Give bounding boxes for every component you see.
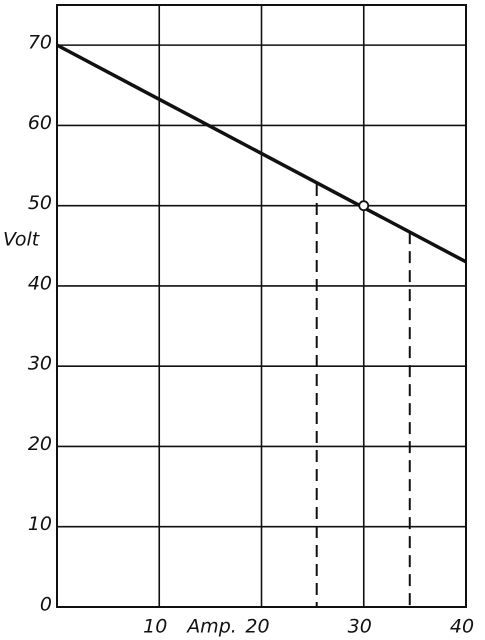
x-tick-label: 40 [450, 616, 474, 638]
y-tick-label: 20 [28, 433, 52, 455]
y-tick-label: 10 [28, 513, 52, 535]
y-tick-label: 60 [28, 112, 52, 134]
x-tick-label: 10 [143, 616, 167, 638]
y-axis-label: Volt [3, 229, 41, 251]
y-tick-label: 70 [28, 32, 52, 54]
x-tick-label: 30 [348, 616, 372, 638]
y-tick-label: 0 [40, 594, 52, 616]
x-axis-label: Amp. [185, 616, 237, 638]
y-tick-label: 50 [28, 192, 52, 214]
y-tick-label: 30 [28, 353, 52, 375]
data-line [56, 43, 467, 264]
highlight-point [358, 200, 370, 212]
y-tick-label: 40 [28, 272, 52, 294]
x-tick-label: 20 [245, 616, 269, 638]
